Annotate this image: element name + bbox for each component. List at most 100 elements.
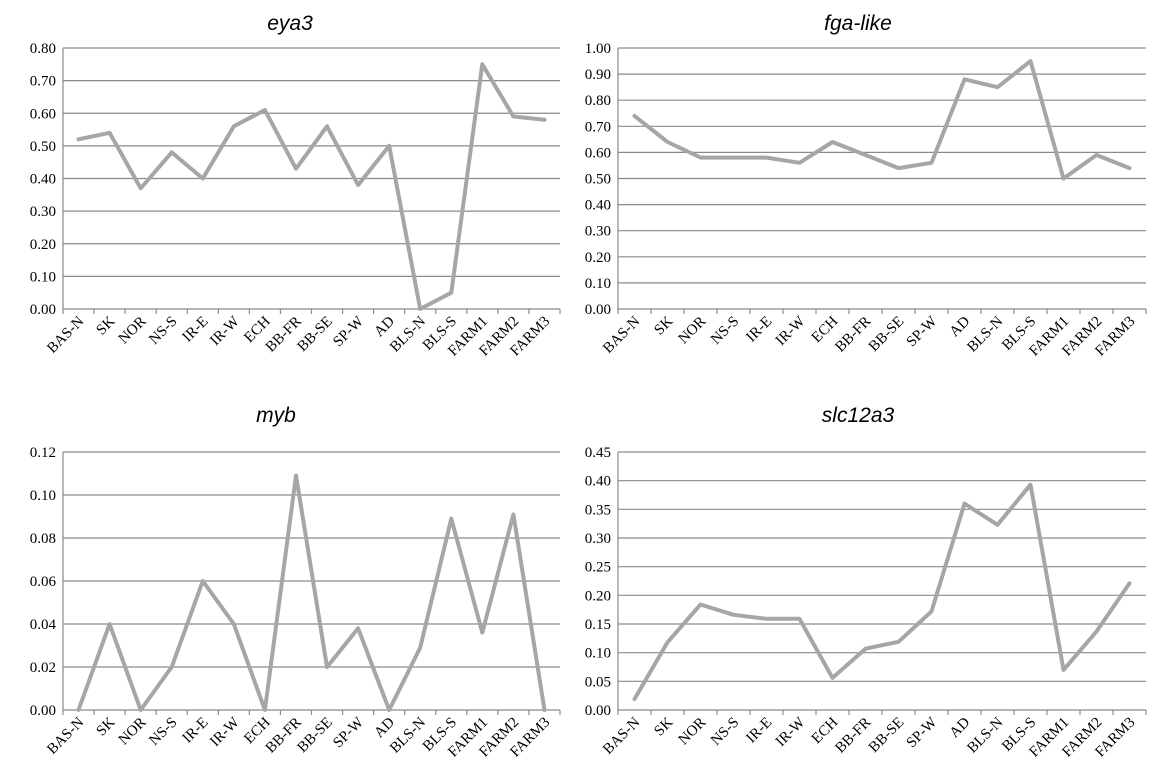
y-tick-label: 0.05 [585, 674, 611, 690]
data-point [1062, 668, 1066, 672]
data-point [294, 474, 298, 478]
y-tick-label: 0.35 [585, 502, 611, 518]
y-tick-label: 0.20 [585, 588, 611, 604]
data-point [108, 131, 112, 135]
data-point [325, 665, 329, 669]
data-point [511, 115, 515, 119]
y-tick-label: 0.20 [30, 237, 56, 253]
data-point [1128, 581, 1132, 585]
data-point [325, 124, 329, 128]
x-tick-label: BB-FR [263, 314, 305, 356]
x-tick-label: SP-W [904, 714, 941, 751]
data-point [765, 156, 769, 160]
y-tick-label: 0.12 [30, 445, 56, 461]
y-tick-label: 0.80 [585, 93, 611, 109]
x-tick-label: BAS-N [600, 714, 643, 757]
x-tick-label: NS-S [708, 314, 742, 348]
data-point [732, 613, 736, 617]
x-tick-label: BB-FR [832, 715, 874, 757]
data-point [897, 640, 901, 644]
x-tick-label: AD [947, 313, 974, 340]
data-point [542, 708, 546, 712]
y-tick-label: 0.00 [30, 302, 56, 318]
data-point [699, 603, 703, 607]
chart-1: fga-like 0.00 0.10 0.20 0.30 0.40 0.50 0.60 0.70… [585, 12, 1147, 359]
data-point [633, 697, 637, 701]
x-tick-label: BB-SE [866, 314, 907, 355]
data-point [930, 161, 934, 165]
chart-title: fga-like [824, 12, 892, 35]
data-point [633, 114, 637, 118]
series-line [76, 473, 547, 712]
data-point [963, 77, 967, 81]
data-point [387, 144, 391, 148]
data-point [108, 622, 112, 626]
x-tick-label: BAS-N [44, 313, 87, 356]
data-point [77, 137, 81, 141]
y-tick-label: 0.02 [30, 660, 56, 676]
y-tick-label: 0.00 [585, 302, 611, 318]
y-tick-label: 0.30 [585, 224, 611, 240]
x-tick-label: BB-FR [832, 314, 874, 356]
data-point [232, 622, 236, 626]
y-tick-label: 0.30 [585, 531, 611, 547]
x-tick-label: SP-W [330, 714, 367, 751]
data-point [170, 150, 174, 154]
data-point [864, 647, 868, 651]
data-point [1128, 166, 1132, 170]
y-tick-label: 1.00 [585, 41, 611, 57]
data-point [798, 617, 802, 621]
data-point [356, 183, 360, 187]
data-point [418, 307, 422, 311]
chart-3: slc12a3 0.00 0.05 0.10 0.15 0.20 0.25 0.30 0.35 0… [585, 404, 1147, 760]
x-tick-label: NOR [116, 314, 150, 348]
data-point [765, 617, 769, 621]
data-point [699, 156, 703, 160]
data-point [449, 291, 453, 295]
x-tick-label: NOR [676, 314, 710, 348]
data-point [232, 124, 236, 128]
data-point [831, 676, 835, 680]
y-tick-label: 0.10 [30, 269, 56, 285]
y-tick-label: 0.40 [30, 172, 56, 188]
y-tick-label: 0.08 [30, 531, 56, 547]
data-point [864, 153, 868, 157]
x-tick-label: BAS-N [600, 313, 643, 356]
x-tick-label: SK [94, 714, 119, 739]
x-tick-label: IR-E [743, 715, 775, 747]
data-point [1029, 483, 1033, 487]
y-tick-label: 0.80 [30, 41, 56, 57]
chart-title: eya3 [267, 12, 313, 35]
y-tick-label: 0.10 [585, 276, 611, 292]
y-tick-label: 0.60 [30, 106, 56, 122]
y-tick-label: 0.10 [30, 488, 56, 504]
y-tick-label: 0.30 [30, 204, 56, 220]
data-point [798, 161, 802, 165]
y-tick-label: 0.45 [585, 445, 611, 461]
data-point [732, 156, 736, 160]
y-tick-label: 0.60 [585, 145, 611, 161]
y-tick-label: 0.50 [30, 139, 56, 155]
x-tick-label: NOR [676, 715, 710, 749]
data-point [1095, 153, 1099, 157]
y-tick-label: 0.70 [30, 74, 56, 90]
data-point [77, 708, 81, 712]
series-line [632, 482, 1132, 702]
data-point [201, 579, 205, 583]
x-tick-label: BB-SE [866, 715, 907, 756]
data-point [170, 665, 174, 669]
x-tick-label: IR-W [773, 714, 809, 750]
data-point [139, 186, 143, 190]
data-point [666, 640, 670, 644]
x-tick-label: SP-W [904, 313, 941, 350]
chart-title: myb [256, 404, 296, 427]
data-point [480, 62, 484, 66]
y-tick-label: 0.50 [585, 172, 611, 188]
series-line [632, 59, 1132, 181]
chart-title: slc12a3 [822, 404, 895, 427]
y-tick-label: 0.04 [30, 617, 57, 633]
x-tick-label: SK [651, 714, 676, 739]
x-tick-label: SK [651, 313, 676, 338]
data-point [963, 502, 967, 506]
series-line [76, 62, 547, 311]
